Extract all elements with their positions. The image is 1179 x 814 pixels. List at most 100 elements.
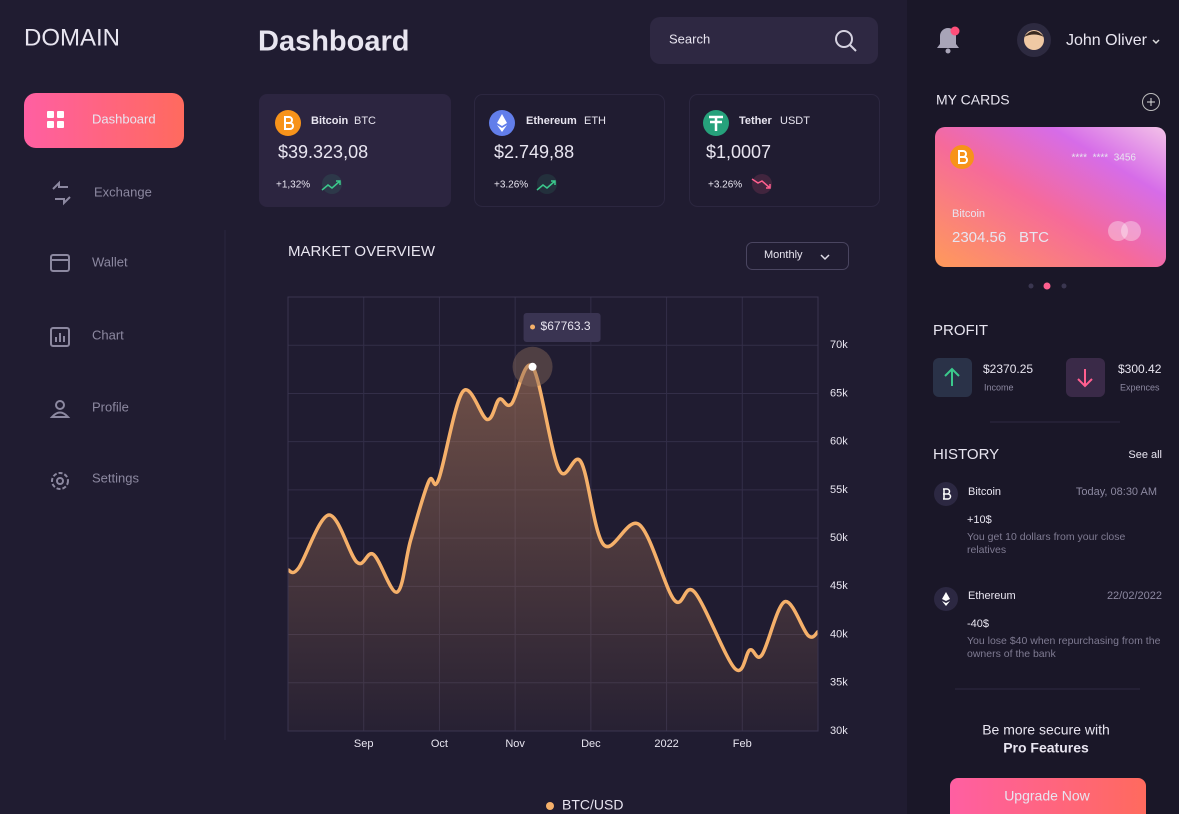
coin-symbol: USDT: [780, 115, 810, 127]
add-card[interactable]: [1142, 93, 1160, 111]
coin-change: +3.26%: [494, 180, 528, 191]
section-title: HISTORY: [933, 446, 999, 463]
see-all-link[interactable]: See all: [1128, 449, 1162, 461]
promo-text: Be more secure with: [982, 722, 1110, 738]
history-time: Today, 08:30 AM: [1076, 486, 1157, 498]
coin-card[interactable]: [474, 94, 665, 207]
nav-item[interactable]: Exchange: [94, 184, 152, 199]
expense-arrow: [1077, 369, 1093, 388]
page-title: Dashboard: [258, 26, 409, 58]
exchange-icon: [52, 180, 71, 206]
profit-amount: $300.42: [1118, 362, 1162, 376]
card-brand: [1108, 221, 1141, 241]
coin-name: Bitcoin: [311, 115, 349, 127]
coin-name: Tether: [739, 115, 773, 127]
upgrade-button[interactable]: [950, 778, 1146, 814]
upgrade-label[interactable]: Upgrade Now: [1004, 788, 1090, 804]
coin-price: $39.323,08: [278, 142, 368, 162]
coin-change: +3.26%: [708, 180, 742, 191]
logo: DOMAIN: [24, 24, 120, 51]
coin-symbol: BTC: [354, 115, 376, 127]
card-number: **** **** 3456: [1072, 153, 1137, 164]
eth-glyph: [497, 114, 507, 132]
history-time: 22/02/2022: [1107, 590, 1162, 602]
section-title: MY CARDS: [936, 92, 1010, 108]
income-arrow: [944, 367, 960, 386]
area: [288, 365, 818, 731]
y-tick-label: 60k: [830, 436, 848, 448]
x-tick-label: Sep: [354, 738, 374, 750]
tooltip-dot: [530, 324, 536, 330]
usdt-glyph: [709, 115, 723, 131]
card-btc-glyph: [958, 150, 968, 164]
search-placeholder: Search: [669, 31, 710, 46]
tooltip-box: [523, 313, 601, 342]
history-text: You lose $40 when repurchasing from the …: [967, 635, 1161, 660]
trend-icons: [321, 174, 772, 194]
coin-price: $1,0007: [706, 142, 771, 162]
dashboard-icon: [47, 111, 64, 128]
y-tick-label: 50k: [830, 532, 848, 544]
tooltip-label: $67763.3: [541, 319, 591, 333]
legend-swatch: [546, 802, 554, 810]
history-coin: Bitcoin: [968, 486, 1001, 498]
search-icon[interactable]: [835, 30, 857, 52]
plot-frame: [287, 296, 819, 732]
card-dots: [1028, 282, 1067, 290]
wallet-icon: [50, 254, 70, 272]
y-tick-label: 30k: [830, 725, 848, 737]
card-balance: 2304.56: [952, 229, 1006, 246]
avatar[interactable]: [1017, 23, 1051, 57]
history-glyph: [942, 592, 950, 606]
chart-title: MARKET OVERVIEW: [288, 243, 436, 260]
profit-label: Expences: [1120, 382, 1160, 392]
bell-icon[interactable]: [937, 26, 960, 54]
profit-amount: $2370.25: [983, 362, 1033, 376]
y-tick-label: 35k: [830, 677, 848, 689]
search-box[interactable]: [650, 17, 878, 64]
coin-price: $2.749,88: [494, 142, 574, 162]
coin-card[interactable]: [259, 94, 451, 207]
card-currency: BTC: [1019, 229, 1049, 246]
coin-name: Ethereum: [526, 115, 577, 127]
legend-label: BTC/USD: [562, 797, 623, 813]
history-amount: +10$: [967, 514, 992, 526]
period-label[interactable]: Monthly: [764, 249, 803, 261]
promo-title: Pro Features: [1003, 740, 1089, 756]
x-tick-label: Oct: [431, 738, 448, 750]
user-name[interactable]: John Oliver: [1066, 32, 1148, 49]
nav-item[interactable]: Wallet: [92, 254, 128, 269]
profit-label: Income: [984, 382, 1014, 392]
profile-icon: [49, 400, 71, 418]
card-name: Bitcoin: [952, 208, 985, 220]
y-tick-label: 45k: [830, 580, 848, 592]
nav-item[interactable]: Dashboard: [92, 111, 156, 126]
x-tick-label: Dec: [581, 738, 601, 750]
right-panel: [907, 0, 1179, 814]
nav-item[interactable]: Settings: [92, 470, 139, 485]
coin-card[interactable]: [689, 94, 880, 207]
coin-change: +1,32%: [276, 180, 310, 191]
x-tick-label: 2022: [654, 738, 678, 750]
y-tick-label: 70k: [830, 339, 848, 351]
y-tick-label: 40k: [830, 628, 848, 640]
plot: 30k 35k 40k 45k 50k 55k 60k 65k 70k Sep Oct Nov Dec 2…: [287, 297, 848, 750]
chart-icon: [50, 327, 70, 347]
nav-item[interactable]: Profile: [92, 399, 129, 414]
history-glyph: [943, 488, 952, 500]
highlight-point: [528, 362, 537, 371]
history-amount: -40$: [967, 618, 989, 630]
nav-active[interactable]: [24, 93, 184, 148]
nav-item[interactable]: Chart: [92, 327, 124, 342]
dropdown-chevron[interactable]: [820, 254, 830, 261]
history-text: You get 10 dollars from your close relat…: [967, 531, 1126, 556]
coin-symbol: ETH: [584, 115, 606, 127]
user-chevron[interactable]: [1152, 39, 1160, 45]
period-dropdown[interactable]: [746, 242, 849, 270]
x-tick-label: Feb: [733, 738, 752, 750]
btc-glyph: [284, 116, 294, 130]
credit-card[interactable]: [935, 127, 1166, 267]
